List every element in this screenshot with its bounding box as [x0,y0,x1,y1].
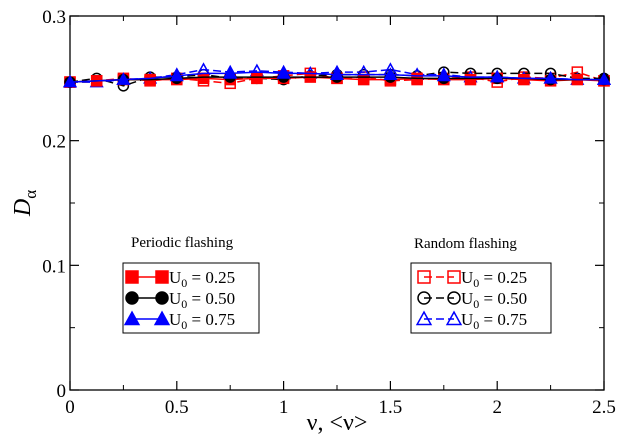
legend-marker [415,310,433,326]
x-tick-label: 2.5 [592,397,616,418]
data-point [436,68,451,82]
y-tick-label: 0.1 [42,256,66,277]
legend-marker [125,291,139,305]
legend-marker [417,270,431,284]
data-point [223,66,238,79]
legend-label: U0 = 0.50 [169,289,235,311]
axis-ticks [69,15,605,391]
x-tick-label: 2 [492,397,502,418]
data-point [276,66,291,79]
legend-marker [447,270,461,284]
y-tick-label: 0.3 [42,7,66,28]
legend-label: U0 = 0.50 [461,289,527,311]
data-point [383,67,398,80]
legend-marker [155,291,169,305]
data-point [116,72,131,85]
legend-label: U0 = 0.25 [169,268,235,290]
legend-marker [125,270,139,284]
x-tick-label: 1.5 [379,397,403,418]
data-point [596,72,612,85]
legend-label: U0 = 0.75 [461,310,527,332]
legend-label: U0 = 0.75 [169,310,235,332]
legend-random-title: Random flashing [414,236,517,252]
data-point [518,73,530,86]
x-tick-label: 0.5 [165,397,189,418]
data-point [490,69,505,83]
legend-marker [445,310,463,326]
legend-periodic-title: Periodic flashing [131,235,234,251]
y-axis-label: Dα [10,190,40,217]
data-point [62,74,78,88]
legend-marker [123,310,141,326]
data-point [329,67,345,80]
data-point [357,73,370,86]
legend-marker [417,291,431,305]
series-layer [62,62,612,92]
data-point [543,71,558,84]
axis-tick-labels: 0 0.5 1 1.5 2 2.5 0 0.1 0.2 0.3 [42,7,616,418]
data-point [197,72,210,85]
y-tick-label: 0 [57,381,67,402]
data-point [169,68,184,82]
legend-label: U0 = 0.25 [461,268,527,290]
legend-marker [153,310,171,326]
x-tick-label: 1 [279,397,289,418]
legend-marker [447,291,461,305]
legend-marker [155,270,169,284]
y-axis-label-main: D [10,199,36,217]
data-point [464,73,477,86]
y-tick-label: 0.2 [42,132,66,153]
y-axis-label-subscript: α [21,190,40,199]
data-point [251,72,263,85]
x-axis-label: ν, <ν> [307,410,368,436]
legend-random-box [410,262,552,334]
series-periodic-triangle [62,66,612,88]
x-tick-label: 0 [65,397,75,418]
